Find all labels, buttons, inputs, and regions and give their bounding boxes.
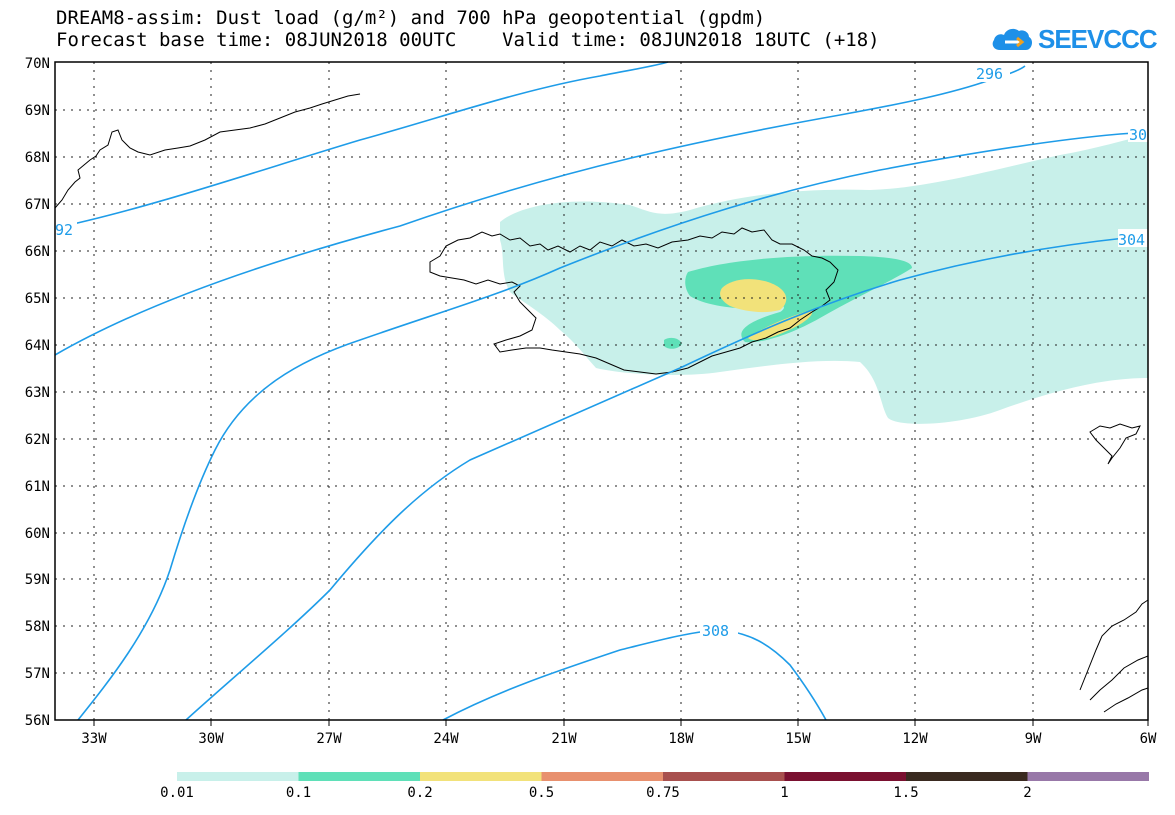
contour-label-300: 30	[1129, 126, 1147, 144]
legend-label: 0.1	[285, 785, 312, 801]
legend-swatch	[1027, 772, 1149, 781]
lat-label: 64N	[25, 338, 50, 354]
legend-label: 0.2	[407, 785, 433, 801]
lat-label: 68N	[25, 150, 50, 166]
lon-label: 27W	[316, 731, 342, 747]
lat-label: 56N	[25, 713, 50, 729]
lat-label: 70N	[25, 56, 50, 72]
cloud-icon	[992, 28, 1032, 50]
map-subtitle: Forecast base time: 08JUN2018 00UTC Vali…	[56, 29, 880, 51]
legend-swatch	[420, 772, 542, 781]
lat-label: 60N	[25, 526, 50, 542]
lat-label: 67N	[25, 197, 50, 213]
dust-region-0.2-b	[748, 310, 813, 341]
gridlines	[55, 62, 1148, 720]
legend-label: 1	[780, 785, 789, 801]
dust-region-0.1-b	[664, 337, 682, 349]
legend-swatch	[298, 772, 420, 781]
lon-label: 24W	[433, 731, 459, 747]
seevccc-logo: SEEVCCC	[990, 22, 1158, 56]
contour-296	[54, 65, 1026, 356]
lat-label: 58N	[25, 619, 50, 635]
iceland-coast	[429, 227, 839, 375]
logo-text: SEEVCCC	[1038, 23, 1158, 54]
contour-label-292: 92	[55, 221, 73, 239]
lat-label: 61N	[25, 479, 50, 495]
greenland-coast	[54, 93, 361, 209]
contour-292	[54, 61, 669, 229]
scotland-coast	[1079, 599, 1149, 713]
lat-label: 69N	[25, 103, 50, 119]
contour-304	[185, 233, 1149, 721]
ticks	[93, 720, 1149, 726]
lat-label: 63N	[25, 385, 50, 401]
legend-swatch	[663, 772, 785, 781]
legend-label: 0.01	[160, 785, 194, 801]
faroe-coast	[1089, 423, 1141, 465]
contour-label-304: 304	[1118, 231, 1145, 249]
lat-labels: 70N 69N 68N 67N 66N 65N 64N 63N 62N 61N …	[25, 56, 50, 729]
dust-region-0.1	[685, 255, 912, 343]
lon-label: 30W	[198, 731, 224, 747]
lat-label: 57N	[25, 666, 50, 682]
legend-colorbar	[177, 772, 1149, 781]
contour-labels: 296 30 92 304 308	[55, 64, 1150, 640]
map-title: DREAM8-assim: Dust load (g/m²) and 700 h…	[56, 7, 766, 29]
lon-label: 9W	[1025, 731, 1042, 747]
lon-label: 6W	[1140, 731, 1157, 747]
lat-label: 59N	[25, 572, 50, 588]
lat-label: 65N	[25, 291, 50, 307]
coastlines	[54, 93, 1149, 713]
dust-shading	[500, 135, 1148, 424]
lon-label: 21W	[551, 731, 577, 747]
contour-label-308: 308	[702, 622, 729, 640]
legend-label: 0.75	[646, 785, 680, 801]
legend-label: 1.5	[893, 785, 919, 801]
legend-label: 2	[1023, 785, 1032, 801]
lon-label: 33W	[81, 731, 107, 747]
lat-label: 66N	[25, 244, 50, 260]
lon-labels: 33W 30W 27W 24W 21W 18W 15W 12W 9W 6W	[81, 731, 1157, 747]
lon-label: 12W	[902, 731, 928, 747]
legend-swatch	[541, 772, 663, 781]
contour-300	[77, 131, 1149, 721]
legend-swatch	[784, 772, 906, 781]
lon-label: 18W	[668, 731, 694, 747]
contour-label-296: 296	[976, 65, 1003, 83]
lat-label: 62N	[25, 432, 50, 448]
legend-swatch	[177, 772, 299, 781]
contour-308	[442, 629, 827, 721]
map-frame	[54, 61, 1149, 721]
lon-label: 15W	[785, 731, 811, 747]
legend-label: 0.5	[528, 785, 555, 801]
dust-region-0.2	[720, 279, 787, 313]
legend-swatch	[906, 772, 1028, 781]
